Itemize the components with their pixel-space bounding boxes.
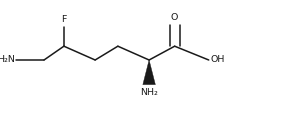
Polygon shape — [143, 60, 155, 85]
Text: OH: OH — [211, 55, 225, 65]
Text: NH₂: NH₂ — [140, 88, 158, 97]
Text: H₂N: H₂N — [0, 55, 15, 65]
Text: O: O — [171, 13, 178, 22]
Text: F: F — [61, 15, 66, 24]
